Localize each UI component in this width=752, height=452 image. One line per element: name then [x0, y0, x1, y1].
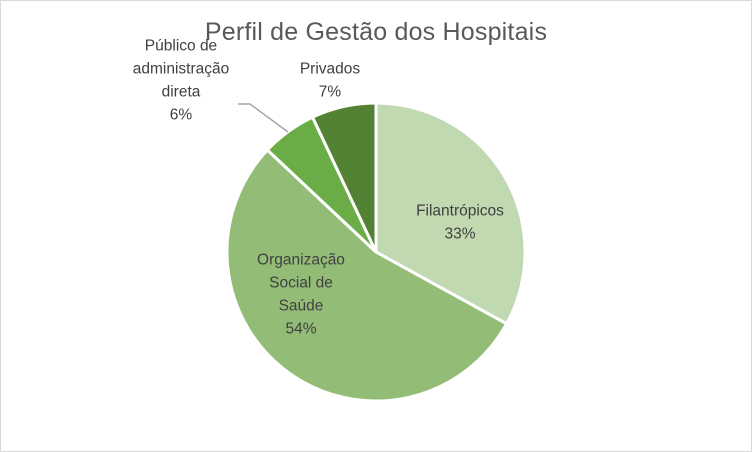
slice-category-label: Privados [300, 61, 361, 78]
leader-line-2 [238, 103, 289, 133]
slice-label-0: Filantrópicos 33% [416, 203, 504, 243]
slice-category-label: administração [133, 61, 230, 78]
slice-label-3: Privados 7% [300, 61, 361, 101]
slice-label-1: Organização Social de Saúde 54% [257, 252, 345, 338]
slice-category-label: Público de [145, 38, 217, 55]
slice-value-label: 7% [319, 84, 342, 101]
pie-slice-0 [374, 101, 527, 326]
slice-category-label: Social de [269, 275, 333, 292]
slice-category-label: direta [162, 84, 201, 101]
pie-slice-3 [311, 101, 378, 254]
slice-category-label: Organização [257, 252, 345, 269]
slice-label-2: Público de administração direta 6% [133, 38, 230, 124]
slice-value-label: 54% [285, 321, 316, 338]
slice-category-label: Saúde [279, 298, 324, 315]
slice-value-label: 6% [170, 107, 193, 124]
pie-slice-1 [225, 148, 509, 403]
slice-value-label: 33% [444, 226, 475, 243]
slice-category-label: Filantrópicos [416, 203, 504, 220]
chart-title: Perfil de Gestão dos Hospitais [204, 18, 548, 46]
